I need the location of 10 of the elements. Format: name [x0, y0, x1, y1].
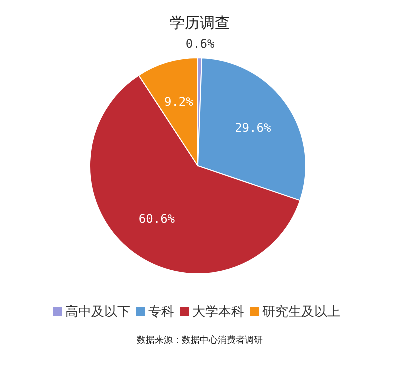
legend-label: 专科 [148, 305, 174, 320]
legend-label: 研究生及以上 [262, 305, 340, 320]
data-label: 9.2% [164, 94, 194, 109]
data-label: 60.6% [138, 212, 176, 226]
data-label: 29.6% [235, 121, 272, 136]
data-label: 0.6% [186, 37, 216, 52]
source-note: 数据来源：数据中心消费者调研 [137, 335, 263, 346]
legend-label: 高中及以下 [66, 304, 130, 320]
chart-title: 学历调查 [170, 14, 230, 32]
legend-label: 大学本科 [192, 305, 244, 320]
